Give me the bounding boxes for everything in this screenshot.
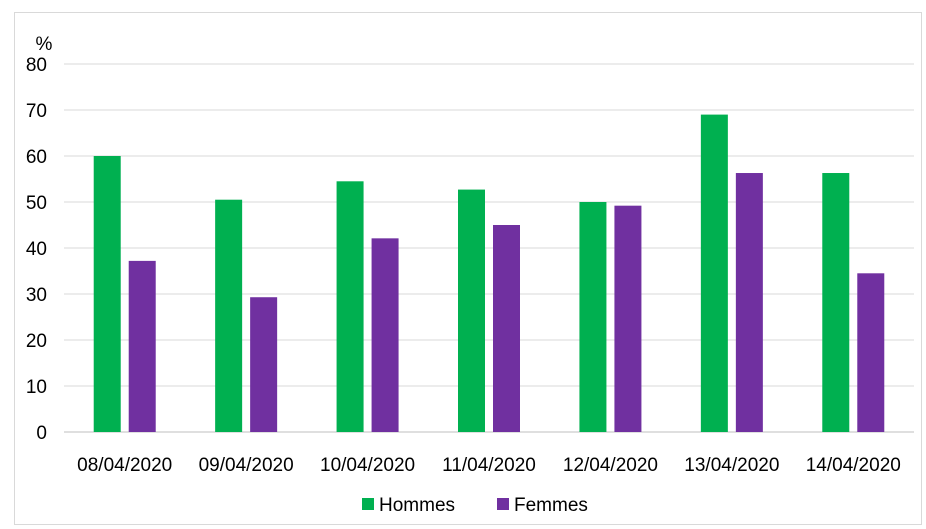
y-tick-label: 30	[26, 285, 47, 306]
x-axis: 08/04/2020 09/04/2020 10/04/2020 11/04/2020…	[77, 455, 901, 476]
x-tick-label: 08/04/2020	[77, 455, 172, 476]
legend: Hommes Femmes	[362, 495, 588, 516]
y-tick-label: 80	[26, 55, 47, 76]
x-tick-label: 13/04/2020	[684, 455, 779, 476]
bar-hommes	[822, 173, 850, 432]
gridlines	[64, 63, 914, 433]
bar-femmes	[735, 173, 763, 432]
bar-hommes	[700, 114, 728, 432]
y-tick-label: 0	[36, 423, 47, 444]
x-tick-label: 09/04/2020	[199, 455, 294, 476]
bar-hommes	[579, 202, 607, 432]
bar-femmes	[614, 205, 642, 432]
y-tick-label: 50	[26, 193, 47, 214]
y-tick-label: 60	[26, 147, 47, 168]
bar-hommes	[93, 156, 121, 432]
bar-femmes	[128, 260, 156, 432]
x-tick-label: 11/04/2020	[442, 455, 536, 476]
x-tick-label: 10/04/2020	[320, 455, 415, 476]
legend-swatch-hommes	[362, 498, 374, 510]
bar-femmes	[371, 238, 399, 432]
bar-hommes	[215, 199, 243, 432]
legend-label-hommes: Hommes	[379, 495, 455, 516]
legend-swatch-femmes	[497, 498, 509, 510]
x-tick-label: 12/04/2020	[563, 455, 658, 476]
y-axis: 0 10 20 30 40 50 60 70 80	[26, 55, 47, 444]
y-axis-unit-label: %	[36, 34, 53, 55]
bar-femmes	[857, 273, 885, 432]
y-tick-label: 70	[26, 101, 47, 122]
y-tick-label: 10	[26, 377, 47, 398]
legend-label-femmes: Femmes	[514, 495, 588, 516]
bar-hommes	[336, 181, 364, 432]
bar-hommes	[458, 189, 485, 432]
bars	[93, 114, 885, 432]
y-tick-label: 40	[26, 239, 47, 260]
bar-femmes	[493, 225, 520, 432]
bar-femmes	[250, 297, 278, 432]
y-tick-label: 20	[26, 331, 47, 352]
x-tick-label: 14/04/2020	[806, 455, 901, 476]
